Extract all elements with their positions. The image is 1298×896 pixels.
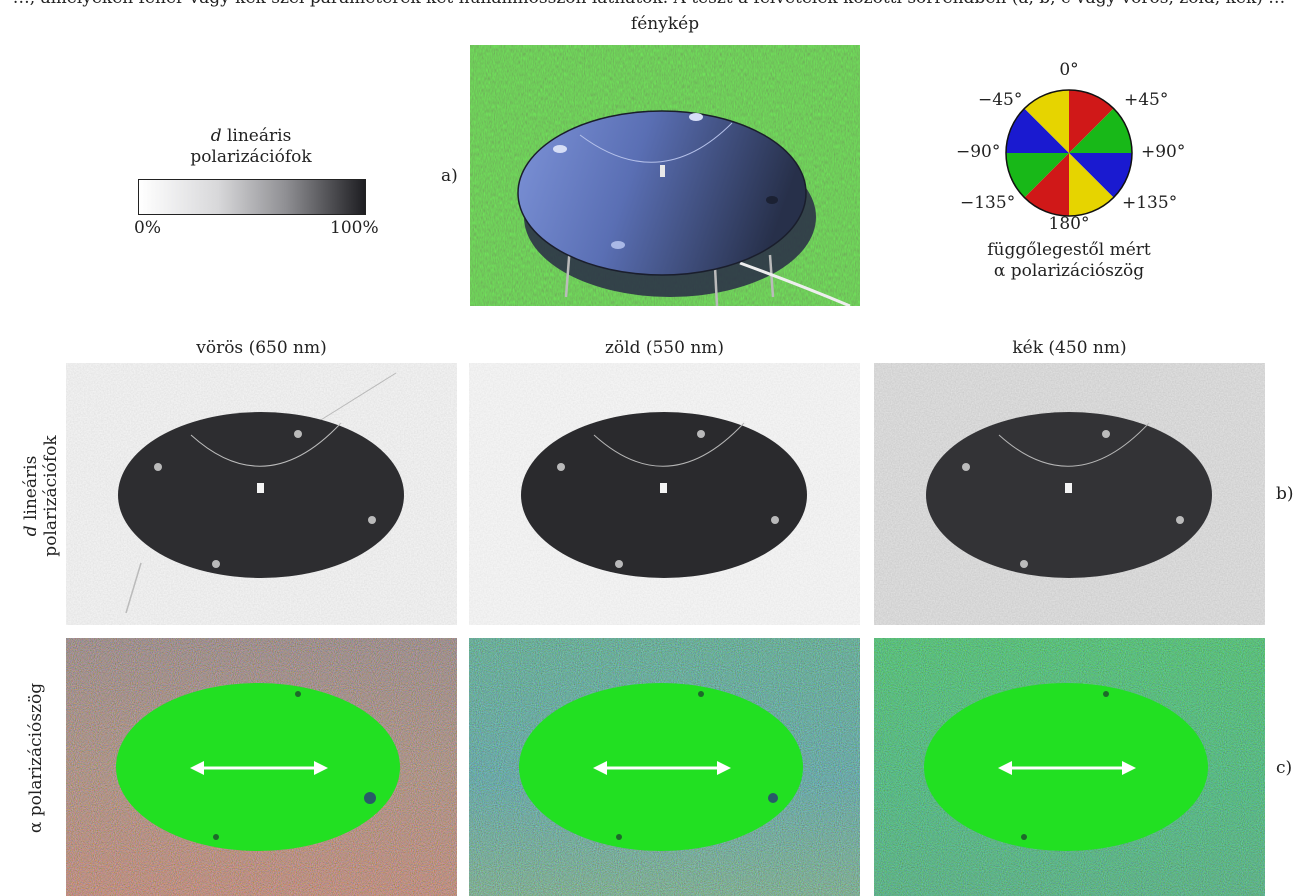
angle-label-minus90: −90° [956,142,1001,162]
degree-panel-red [66,363,457,625]
degree-title-rest: lineáris [221,126,292,146]
row-d-symbol: d [21,525,41,537]
angle-label-minus45: −45° [978,90,1023,110]
row-label-c: c) [1276,758,1293,778]
angle-label-0: 0° [1059,60,1079,80]
wheel-sector-red [1024,153,1069,216]
column-title-green: zöld (550 nm) [604,338,725,358]
wheel-sector-yellow [1024,90,1069,153]
degree-legend-title: d lineáris polarizációfok [130,126,372,168]
angle-label-plus90: +90° [1141,142,1186,162]
angle-panel-blue [874,638,1265,896]
row-title-degree: d lineáris polarizációfok [21,411,65,581]
wheel-sector-green [1006,153,1069,198]
angle-color-wheel [1004,88,1134,218]
degree-min-label: 0% [134,218,161,238]
degree-gradient-bar [138,179,366,215]
column-title-red: vörös (650 nm) [196,338,327,358]
degree-panel-blue [874,363,1265,625]
row-title-angle: α polarizációszög [26,682,46,834]
wheel-outline [1005,89,1133,217]
angle-caption-line2: α polarizációszög [993,261,1145,281]
degree-panel-green [469,363,860,625]
top-caption: …, amelyeken fehér vagy kék szél paramét… [0,0,1298,8]
angle-caption-line1: függőlegestől mért [987,240,1151,260]
d-symbol: d [210,126,222,146]
angle-label-plus45: +45° [1124,90,1169,110]
wheel-sector-yellow [1069,153,1114,216]
degree-max-label: 100% [330,218,379,238]
angle-label-180: 180° [1048,214,1090,234]
angle-label-plus135: +135° [1122,193,1178,213]
row-degree-line2: polarizációfok [41,435,61,557]
angle-panel-red [66,638,457,896]
column-title-blue: kék (450 nm) [1012,338,1127,358]
wheel-sector-green [1069,108,1132,153]
row-label-b: b) [1276,484,1294,504]
wheel-sector-blue [1069,153,1132,198]
angle-panel-green [469,638,860,896]
angle-label-minus135: −135° [960,193,1016,213]
row-degree-rest: lineáris [21,455,41,526]
wheel-sector-red [1069,90,1114,153]
photo-panel [470,45,860,306]
photo-title: fénykép [630,14,700,34]
angle-legend-caption: függőlegestől mért α polarizációszög [969,240,1169,282]
row-label-a: a) [441,166,458,186]
degree-title-line2: polarizációfok [190,147,312,167]
wheel-sector-blue [1006,108,1069,153]
